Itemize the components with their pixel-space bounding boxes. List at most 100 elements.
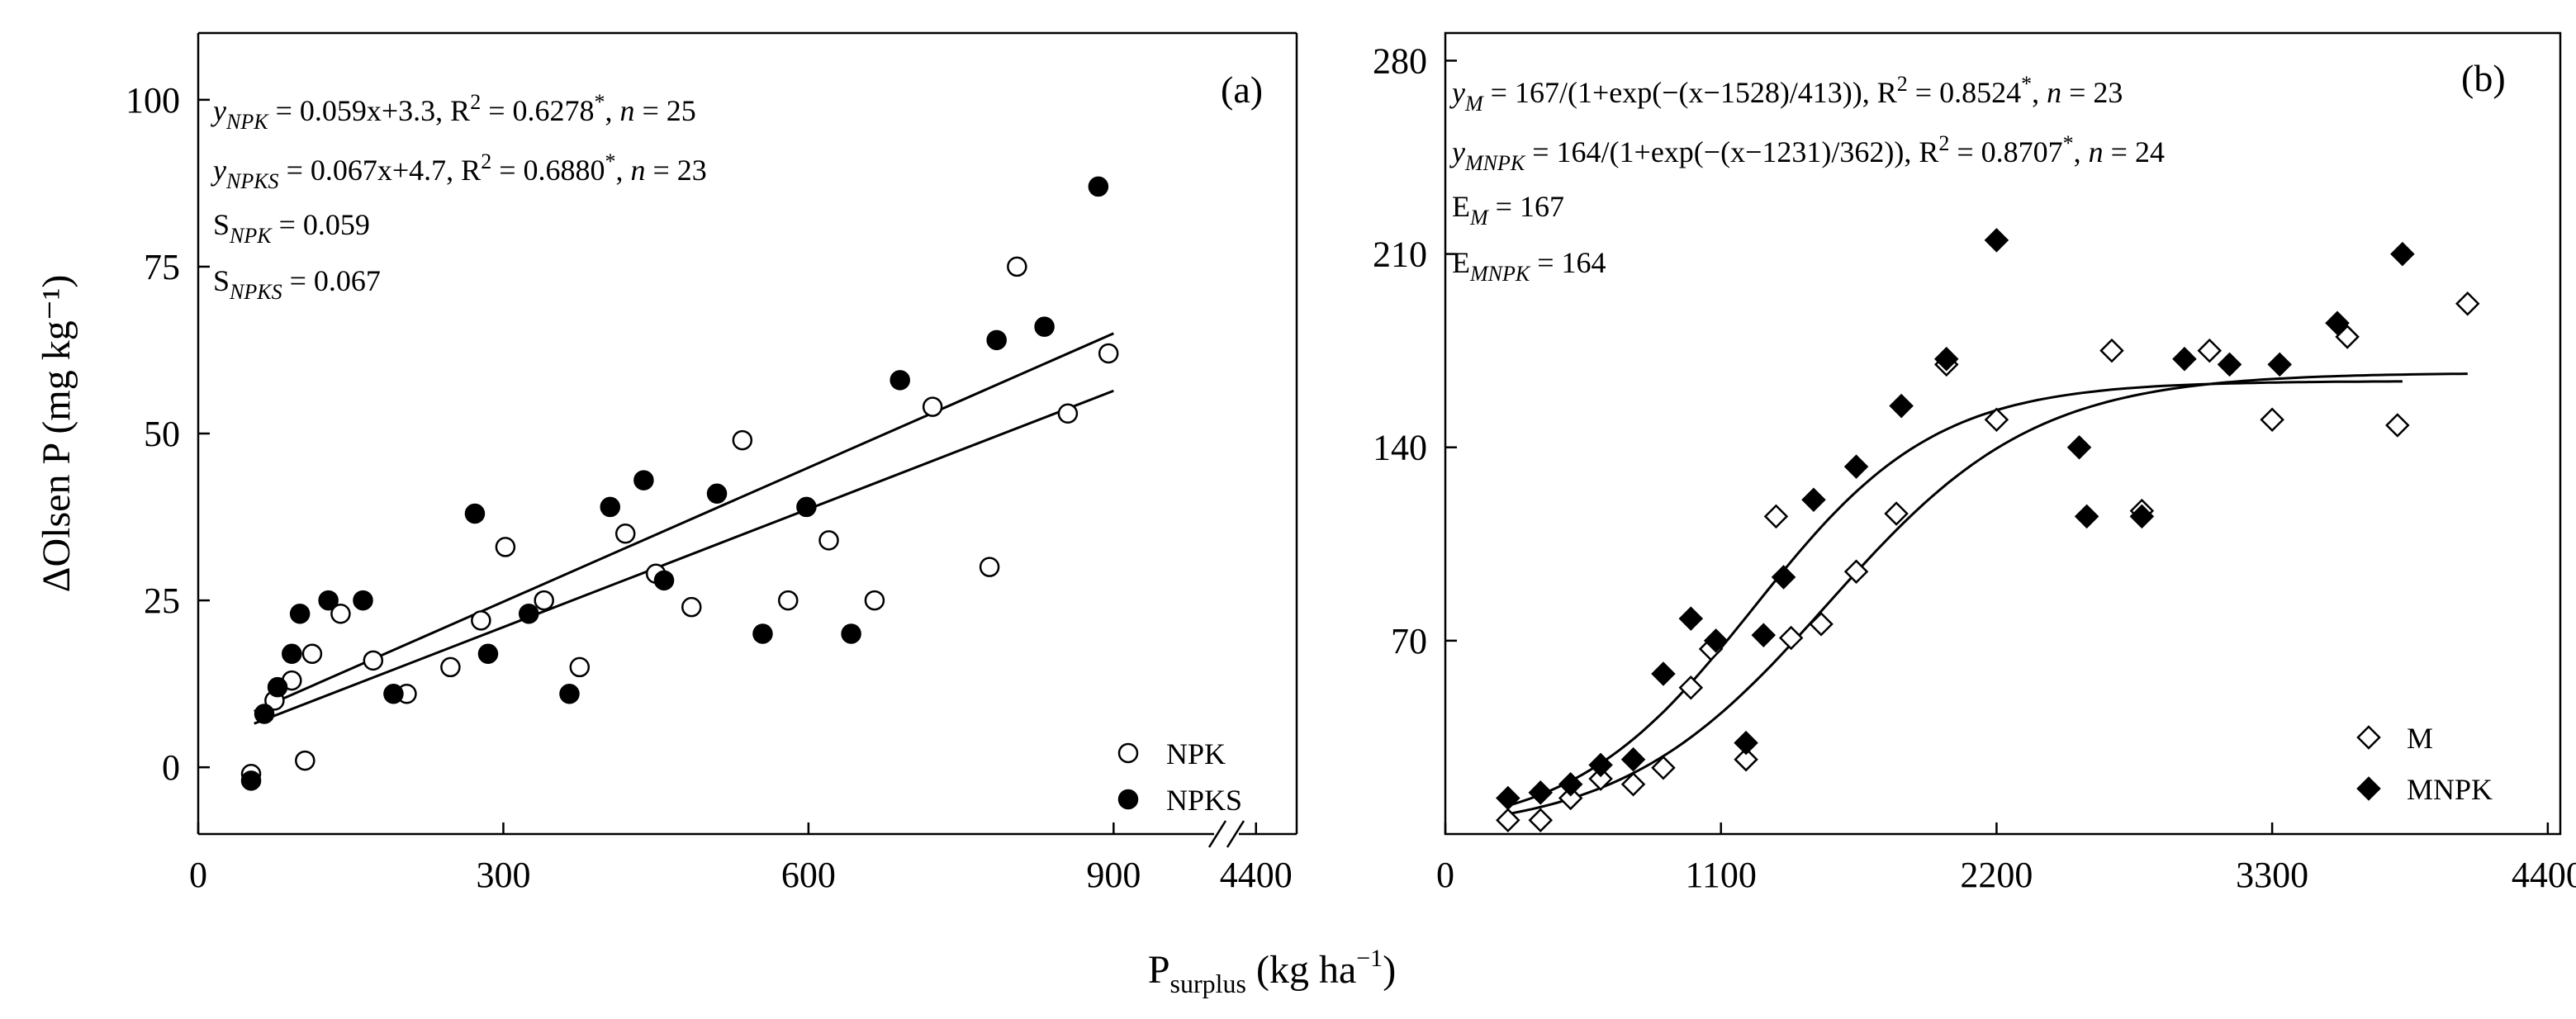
point-mnpk (1496, 785, 1520, 811)
panel-b-legend: M MNPK (2356, 722, 2493, 806)
point-npk (681, 596, 702, 618)
panel-b-xtick-label: 2200 (1960, 855, 2033, 895)
panel-b-xtick-label: 1100 (1686, 855, 1757, 895)
point-m (1558, 785, 1583, 811)
point-npks (706, 483, 728, 504)
point-mnpk (1528, 780, 1554, 805)
point-mnpk (2390, 241, 2415, 267)
point-npks (1034, 316, 1055, 337)
panel-b-extreme-mnpk: EMNPK = 164 (1452, 246, 1606, 286)
point-npks (318, 590, 339, 611)
panel-a-xtick-label: 300 (476, 855, 530, 895)
point-m (1496, 808, 1520, 833)
x-axis-title: Psurplus (kg ha−1) (1148, 945, 1396, 998)
point-m (1588, 766, 1613, 791)
point-mnpk (1678, 606, 1704, 631)
fit-curve-mnpk (1507, 380, 2403, 808)
point-mnpk (1751, 623, 1777, 647)
point-npk (363, 650, 384, 671)
point-npks (633, 470, 654, 491)
legend-npk-label: NPK (1166, 737, 1226, 770)
point-mnpk (1651, 661, 1676, 686)
panel-a-label: (a) (1221, 69, 1263, 111)
point-npks (600, 496, 620, 518)
panel-a-slope-npk: SNPK = 0.059 (213, 208, 370, 248)
point-m (1809, 612, 1834, 637)
panel-a-xtick-label: 4400 (1220, 855, 1293, 895)
point-npk (922, 396, 943, 417)
point-npks (383, 684, 404, 704)
point-mnpk (2267, 352, 2292, 377)
panel-b-extreme-m: EM = 167 (1452, 190, 1564, 230)
point-npk (471, 610, 491, 631)
point-npks (1088, 176, 1109, 197)
point-npk (495, 537, 516, 557)
panel-b-eq-m: yM = 167/(1+exp(−(x−1528)/413)), R2 = 0.… (1449, 72, 2123, 116)
point-mnpk (2129, 504, 2155, 529)
panel-a-xtick-label: 900 (1086, 855, 1141, 895)
point-m (1884, 501, 1909, 526)
point-m (1984, 407, 2009, 433)
point-m (2197, 338, 2223, 363)
point-m (1763, 504, 1789, 529)
point-mnpk (2066, 434, 2092, 460)
legend-npks-label: NPKS (1166, 784, 1242, 817)
panel-b-ytick-label: 140 (1373, 428, 1427, 468)
panel-b-ytick-label: 70 (1391, 621, 1427, 661)
panel-a-xtick-label: 0 (189, 855, 207, 895)
panel-b-frame (1444, 31, 2562, 836)
point-npk (1007, 256, 1027, 277)
point-mnpk (2172, 346, 2197, 372)
point-npks (752, 623, 773, 644)
point-mnpk (2074, 504, 2099, 529)
legend-npk-marker (1117, 742, 1139, 764)
point-npks (353, 590, 373, 611)
point-npks (464, 503, 486, 524)
panel-a: 0 25 50 75 100 0 300 600 900 4400 yNPK = 0.059x+… (35, 31, 1298, 895)
point-npk (301, 643, 323, 664)
panel-a-ytick-label: 25 (144, 581, 180, 621)
point-m (1678, 675, 1704, 700)
panel-a-xtick-label: 600 (781, 855, 836, 895)
panel-b-label: (b) (2461, 57, 2506, 99)
panel-b-xtick-label: 4400 (2512, 855, 2576, 895)
point-npk (979, 557, 1000, 577)
panel-a-slope-npks: SNPKS = 0.067 (213, 264, 381, 304)
point-mnpk (1843, 454, 1869, 479)
point-npks (518, 604, 539, 624)
point-npk (569, 656, 591, 678)
point-npks (890, 370, 910, 391)
point-m (2455, 291, 2480, 316)
panel-b-eq-mnpk: yMNPK = 164/(1+exp(−(x−1231)/362)), R2 =… (1449, 131, 2165, 175)
point-npk (330, 604, 351, 624)
point-npks (559, 684, 580, 704)
point-mnpk (1889, 393, 1914, 419)
point-npks (289, 604, 311, 624)
panel-a-axis-break (1207, 820, 1245, 848)
point-mnpk (1558, 772, 1583, 797)
point-npk (778, 590, 799, 611)
fit-line-npks (254, 332, 1114, 713)
point-m (1528, 808, 1554, 833)
point-m (1843, 559, 1869, 585)
point-npks (254, 704, 275, 724)
point-mnpk (1703, 628, 1729, 653)
point-mnpk (1734, 730, 1758, 756)
point-m (1620, 772, 1646, 797)
point-m (1778, 625, 1804, 651)
panel-b-xtick-label: 0 (1436, 855, 1454, 895)
point-npk (1057, 403, 1079, 424)
panel-a-ytick-label: 0 (162, 747, 180, 788)
legend-m-marker (2356, 725, 2381, 750)
point-mnpk (1933, 346, 1959, 372)
legend-mnpk-label: MNPK (2407, 773, 2493, 806)
point-npks (841, 623, 861, 644)
point-npks (240, 770, 262, 791)
fit-curve-m (1507, 372, 2468, 816)
point-npk (295, 750, 315, 771)
point-npks (986, 329, 1007, 351)
fit-line-npk (254, 389, 1114, 725)
point-npk (818, 530, 839, 551)
point-npk (864, 590, 885, 611)
